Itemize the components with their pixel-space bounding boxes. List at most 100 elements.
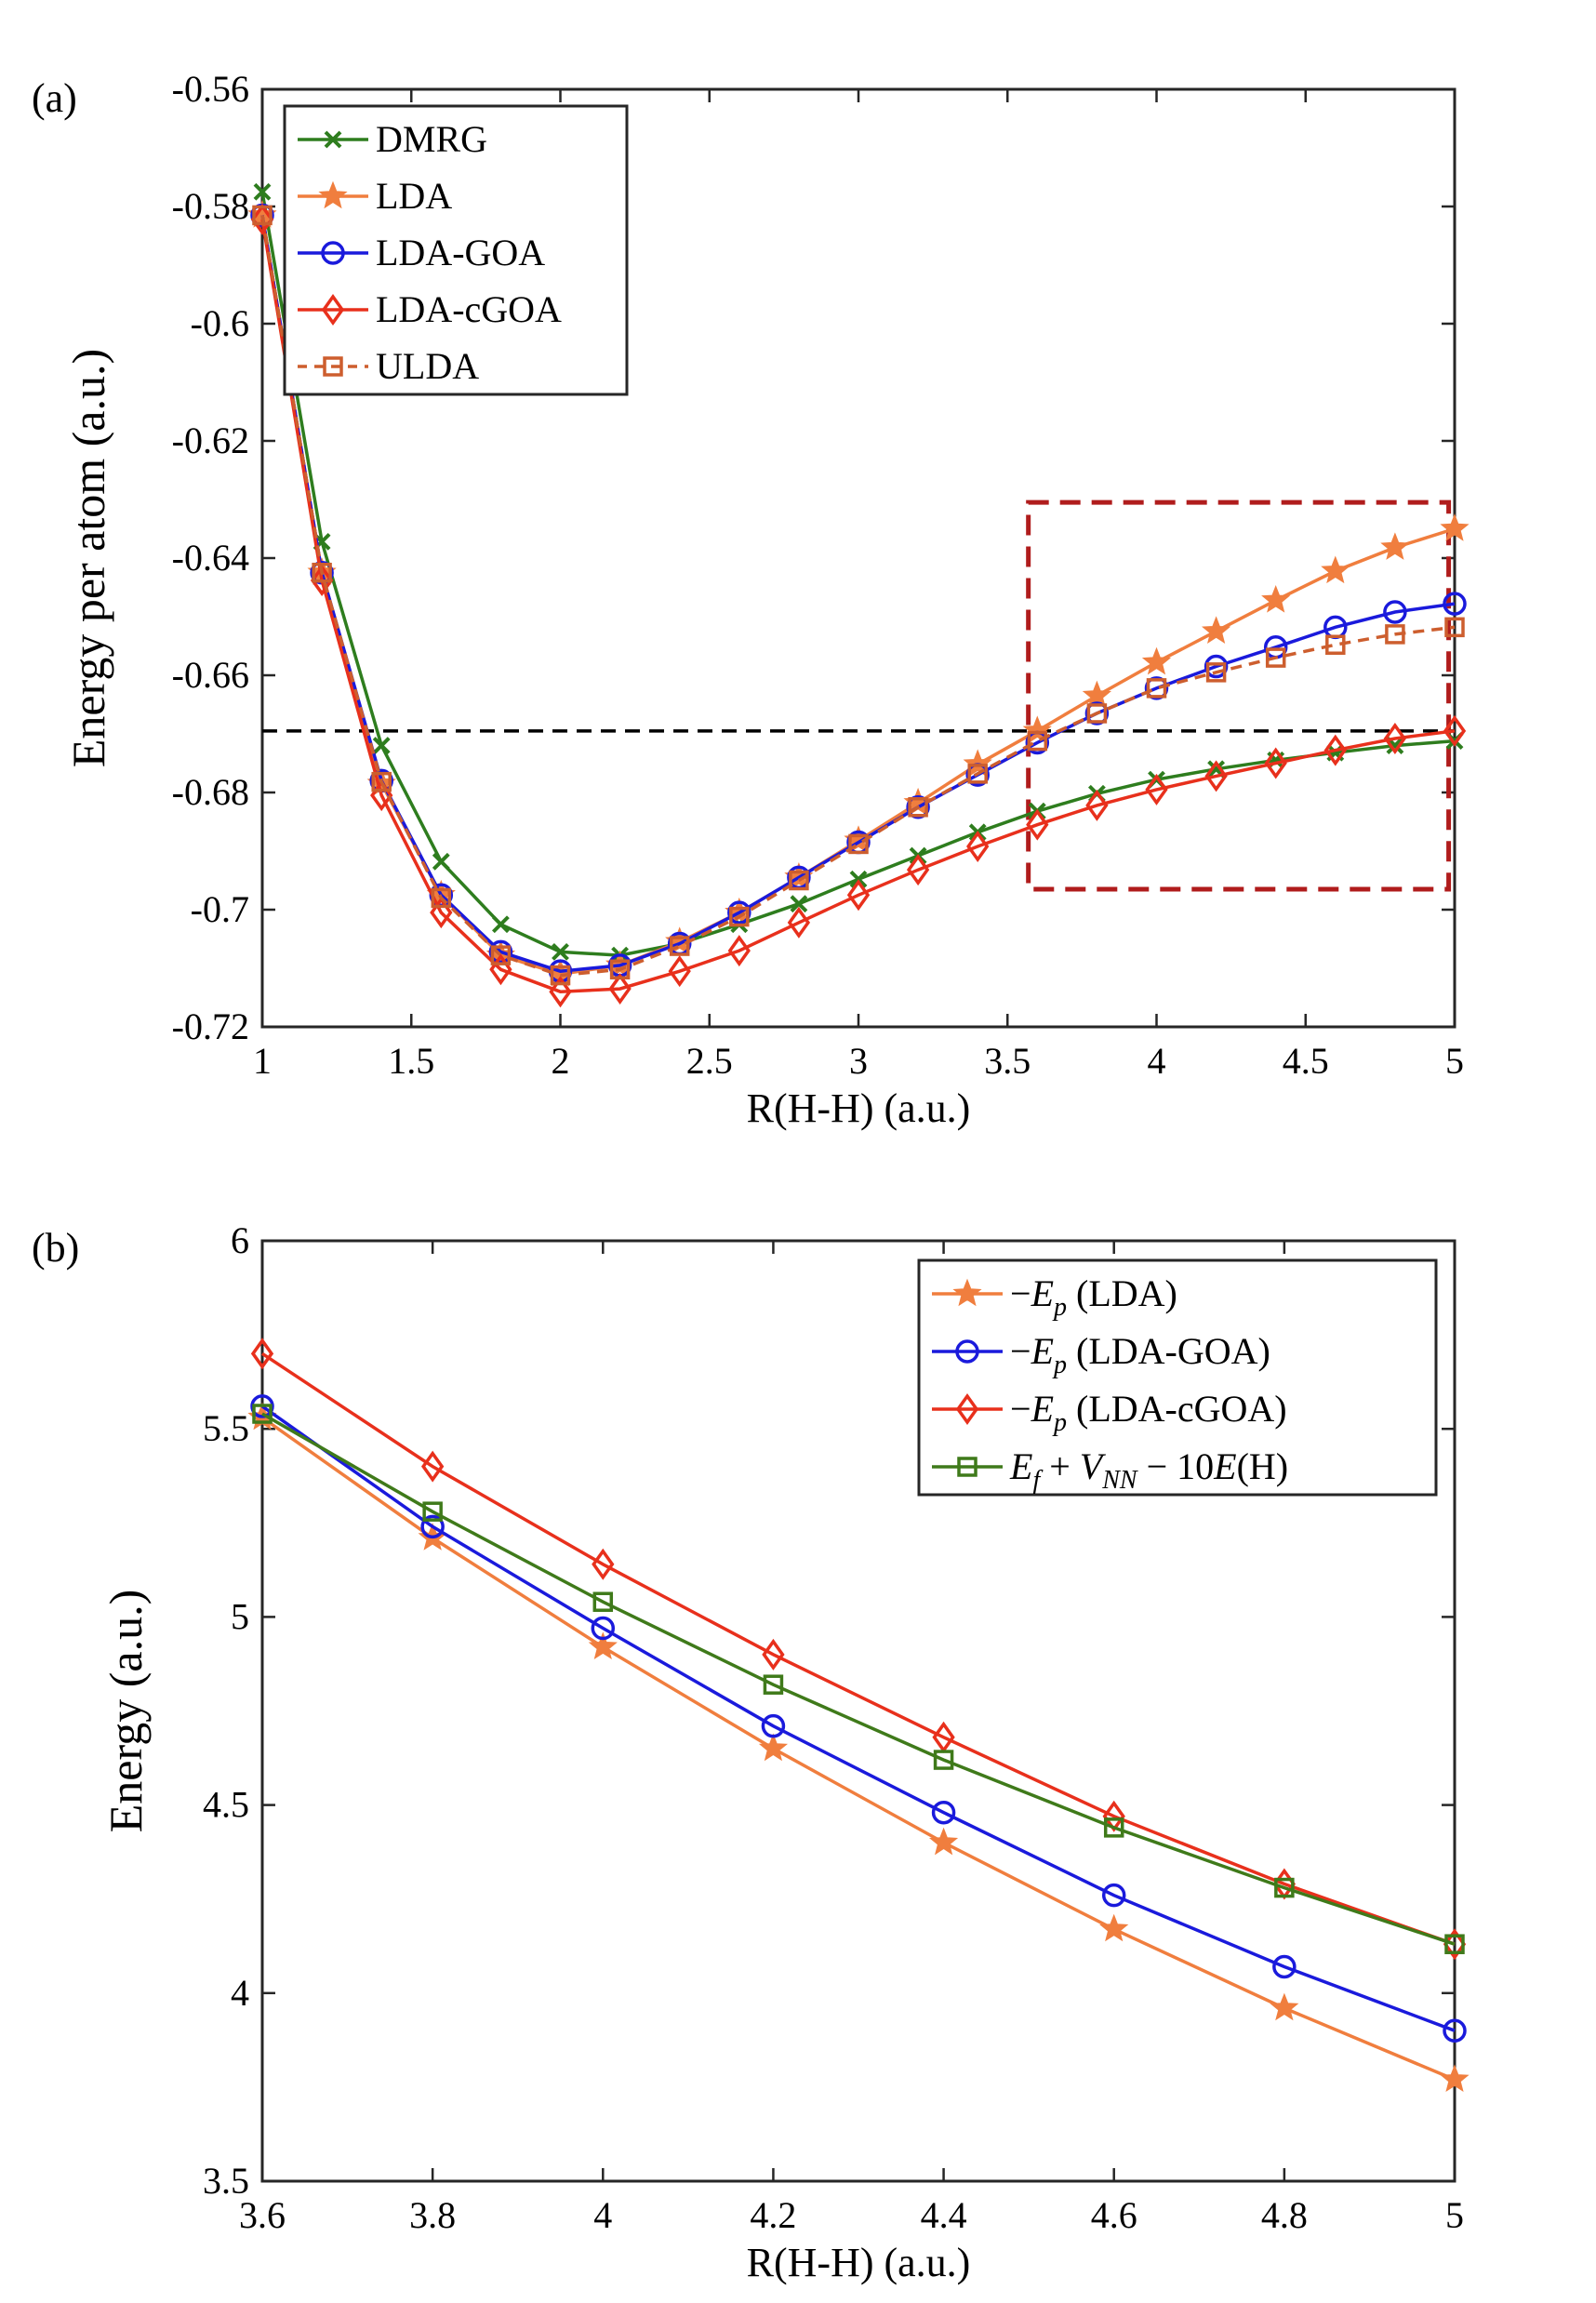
legend-entry: −Ep (LDA-GOA) [1010, 1330, 1270, 1379]
legend-marker [324, 130, 342, 149]
y-tick-label: 5.5 [203, 1407, 249, 1449]
x-tick-label: 4.8 [1261, 2194, 1308, 2236]
y-tick-label: -0.56 [172, 68, 249, 110]
data-point [1027, 730, 1048, 752]
series-line [260, 215, 1456, 978]
data-point [790, 895, 808, 913]
data-point [1385, 624, 1405, 645]
series-dmrg [253, 182, 1464, 965]
y-tick-label: -0.72 [172, 1005, 249, 1047]
axes-frame [260, 1239, 1456, 2183]
x-tick-label: 5 [1445, 2194, 1464, 2236]
x-tick-label: 3.6 [239, 2194, 286, 2236]
data-point [1325, 634, 1346, 655]
data-point [1380, 532, 1410, 560]
data-point [967, 764, 988, 784]
data-point [422, 1501, 443, 1522]
series-line [261, 1412, 1456, 1946]
data-point [591, 1616, 616, 1641]
x-tick-label: 3 [849, 1040, 868, 1082]
data-point [250, 1338, 274, 1370]
legend-entry: ULDA [376, 345, 479, 387]
x-tick-label: 3.5 [984, 1040, 1031, 1082]
y-tick-label: -0.64 [172, 537, 249, 579]
series-line [260, 219, 1456, 993]
data-point [592, 1591, 614, 1612]
x-tick-label: 4.5 [1283, 1040, 1329, 1082]
data-point [250, 203, 274, 235]
data-point [592, 1548, 615, 1580]
data-point [846, 879, 871, 912]
x-tick-label: 4.4 [921, 2194, 967, 2236]
legend-entry: −Ep (LDA-cGOA) [1010, 1388, 1287, 1437]
plot-area [247, 182, 1470, 1008]
data-point [1261, 585, 1291, 613]
y-tick-label: -0.66 [172, 654, 249, 696]
data-point [250, 1394, 274, 1418]
data-point [1101, 1883, 1126, 1908]
legend-entry: LDA-GOA [376, 232, 545, 273]
data-point [1443, 714, 1467, 747]
series-lda-cgoa [250, 203, 1467, 1008]
data-point [1145, 773, 1168, 805]
x-axis-label: R(H-H) (a.u.) [747, 2240, 971, 2285]
data-point [1201, 616, 1231, 645]
data-point [729, 906, 750, 927]
legend-marker [323, 356, 343, 377]
y-tick-label: 4.5 [203, 1784, 249, 1826]
data-point [490, 945, 512, 965]
y-tick-label: 6 [231, 1219, 249, 1261]
data-point [420, 1514, 445, 1539]
data-point [1444, 1934, 1465, 1954]
y-tick-label: 5 [231, 1595, 249, 1637]
data-point [550, 965, 571, 986]
series-e-f-v-nn-10e-h- [252, 1404, 1465, 1954]
data-point [1086, 703, 1108, 724]
data-point [758, 1733, 789, 1762]
y-tick-label: 4 [231, 1972, 249, 2014]
data-point [966, 830, 990, 862]
legend-entry: DMRG [376, 118, 487, 160]
panel-label: (b) [32, 1225, 79, 1271]
data-point [761, 1713, 786, 1738]
data-point [1383, 600, 1407, 624]
data-point [1383, 723, 1407, 755]
data-point [588, 1631, 618, 1660]
data-point [608, 973, 632, 1005]
data-point [312, 563, 332, 583]
data-point [252, 205, 273, 226]
data-point [1270, 1992, 1299, 2021]
series-line [260, 215, 1456, 973]
data-point [1264, 747, 1287, 779]
x-tick-label: 4.6 [1091, 2194, 1137, 2236]
y-axis-label: Energy per atom (a.u.) [62, 349, 114, 767]
data-point [1444, 617, 1465, 638]
data-point [371, 771, 392, 792]
data-point [1443, 1928, 1467, 1961]
x-axis-label: R(H-H) (a.u.) [747, 1085, 971, 1131]
series-ulda [252, 205, 1465, 986]
series-line [261, 1351, 1456, 1946]
data-point [1440, 513, 1470, 541]
data-point [1440, 2064, 1470, 2093]
data-point [1443, 592, 1467, 616]
data-point [1274, 1877, 1295, 1898]
legend-marker [321, 241, 345, 265]
legend-marker [957, 1457, 978, 1477]
legend-marker [955, 1392, 979, 1426]
data-point [1321, 555, 1350, 584]
legend-entry: LDA-cGOA [376, 288, 562, 330]
series--e-p-lda-goa- [250, 1394, 1467, 2043]
data-point [848, 833, 869, 855]
data-point [727, 935, 751, 967]
x-tick-label: 1 [253, 1040, 272, 1082]
data-point [310, 564, 334, 596]
data-point [1204, 760, 1228, 792]
data-point [789, 870, 809, 891]
data-point [668, 955, 691, 988]
x-tick-label: 3.8 [409, 2194, 456, 2236]
data-point [908, 797, 928, 818]
data-point [1443, 2018, 1467, 2043]
x-tick-label: 2.5 [686, 1040, 733, 1082]
